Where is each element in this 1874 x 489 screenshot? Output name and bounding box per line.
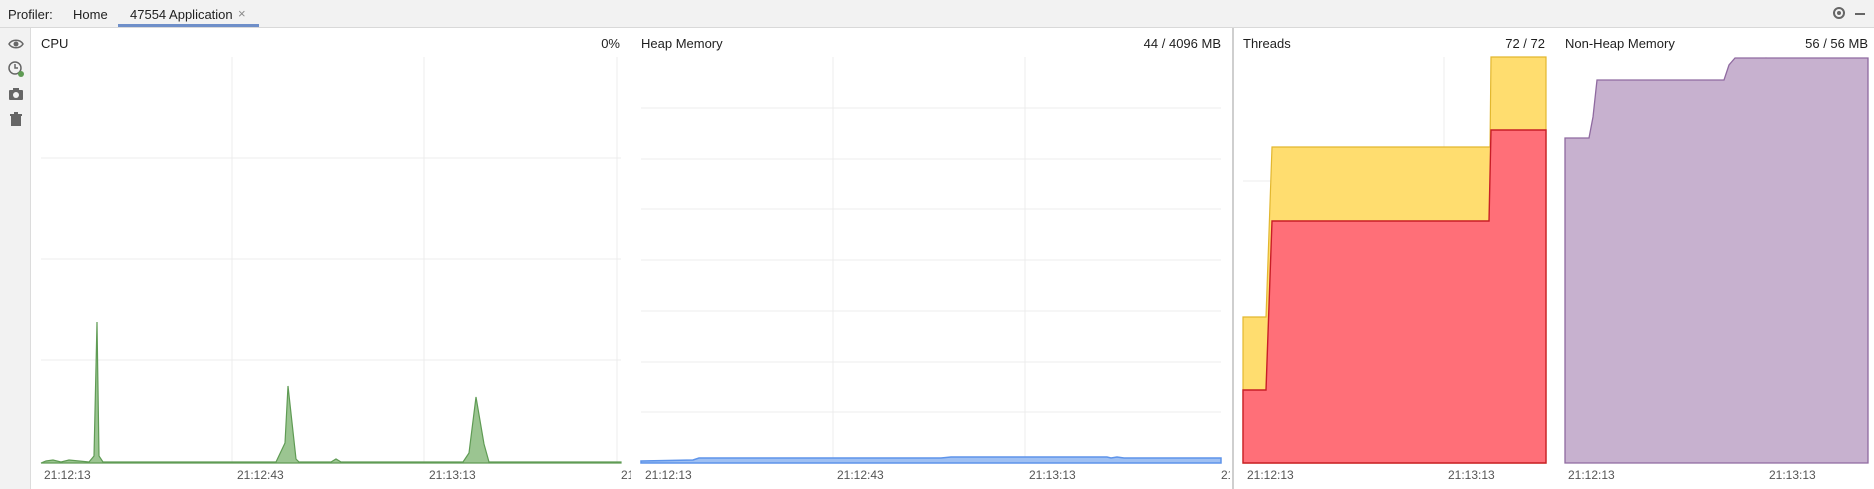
cpu-chart bbox=[40, 57, 622, 464]
close-tab-icon[interactable]: × bbox=[238, 6, 246, 21]
cpu-title: CPU bbox=[41, 36, 69, 51]
gear-icon[interactable] bbox=[1831, 5, 1847, 25]
threads-chart bbox=[1242, 56, 1547, 464]
heap-tick-label: 21:13:13 bbox=[1029, 468, 1076, 482]
active-tab-indicator bbox=[118, 24, 259, 27]
cpu-value: 0% bbox=[601, 36, 620, 51]
heap-memory-value: 44 / 4096 MB bbox=[1143, 36, 1221, 51]
non-heap-tick-label: 21:12:13 bbox=[1568, 468, 1615, 482]
heap-memory-chart bbox=[640, 57, 1222, 464]
threads-title: Threads bbox=[1243, 36, 1291, 51]
heap-tick-label: 21 bbox=[1221, 468, 1230, 482]
heap-memory-title: Heap Memory bbox=[641, 36, 723, 51]
threads-tick-label: 21:13:13 bbox=[1448, 468, 1495, 482]
profiler-tabbar: Profiler: Home 47554 Application × bbox=[0, 0, 1874, 28]
cpu-tick-label: 21:12:43 bbox=[237, 468, 284, 482]
profiler-label: Profiler: bbox=[8, 7, 53, 22]
left-toolbar bbox=[0, 28, 31, 489]
non-heap-tick-label: 21:13:13 bbox=[1769, 468, 1816, 482]
tab-application[interactable]: 47554 Application bbox=[130, 7, 233, 22]
non-heap-memory-chart bbox=[1564, 57, 1869, 464]
tab-home[interactable]: Home bbox=[73, 7, 108, 22]
trash-icon[interactable] bbox=[8, 111, 24, 127]
threads-value: 72 / 72 bbox=[1505, 36, 1545, 51]
panel-divider bbox=[1232, 28, 1234, 489]
cpu-tick-label: 21:13:13 bbox=[429, 468, 476, 482]
cpu-tick-label: 21 bbox=[621, 468, 631, 482]
camera-icon[interactable] bbox=[8, 86, 24, 102]
heap-tick-label: 21:12:13 bbox=[645, 468, 692, 482]
minimize-icon[interactable] bbox=[1852, 5, 1868, 25]
eye-icon[interactable] bbox=[8, 36, 24, 52]
heap-tick-label: 21:12:43 bbox=[837, 468, 884, 482]
non-heap-memory-value: 56 / 56 MB bbox=[1805, 36, 1868, 51]
cpu-tick-label: 21:12:13 bbox=[44, 468, 91, 482]
non-heap-memory-title: Non-Heap Memory bbox=[1565, 36, 1675, 51]
add-watch-icon[interactable] bbox=[8, 61, 24, 77]
threads-tick-label: 21:12:13 bbox=[1247, 468, 1294, 482]
